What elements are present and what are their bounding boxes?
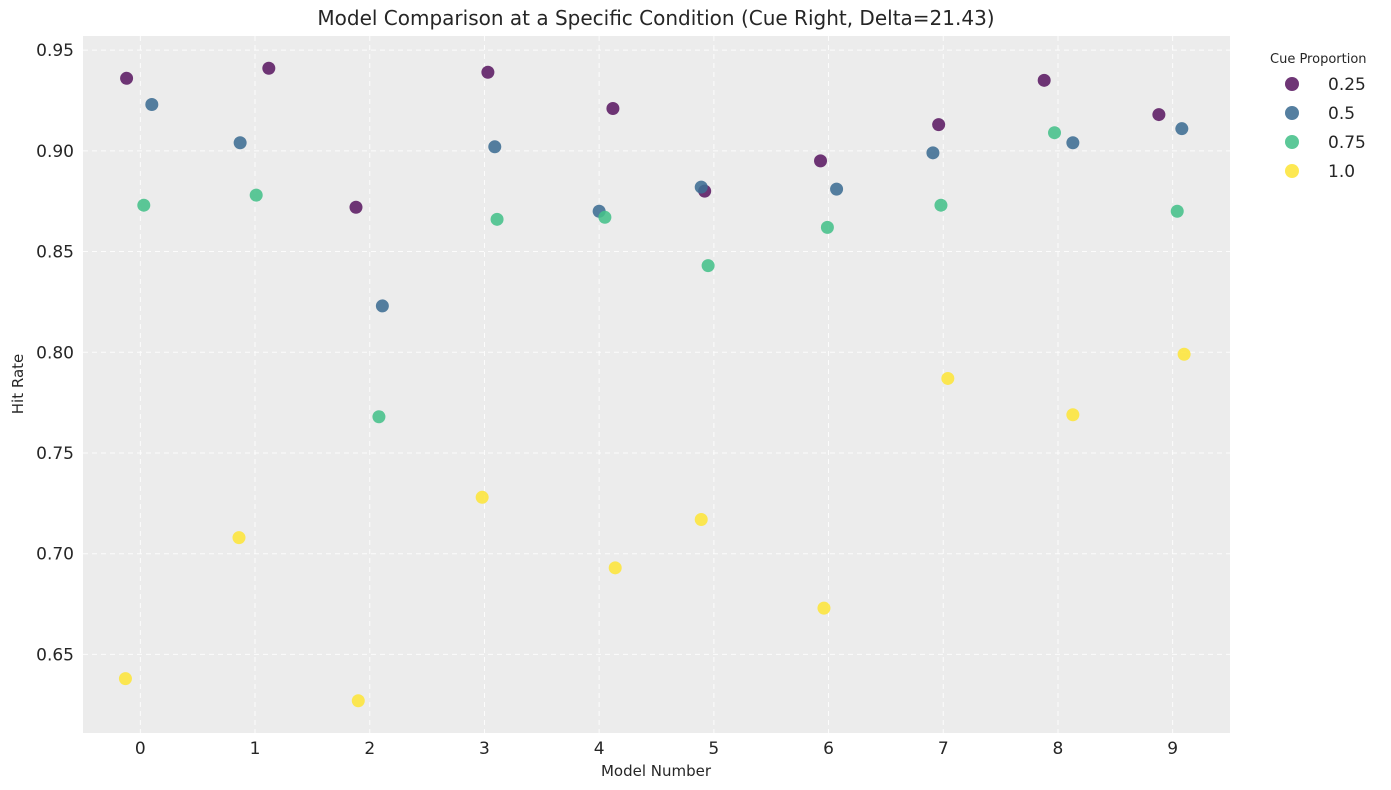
plot-area (83, 36, 1230, 733)
grid-lines (83, 36, 1230, 733)
data-point (932, 118, 946, 132)
x-tick-label: 7 (938, 739, 949, 759)
legend-marker (1285, 106, 1299, 120)
x-tick-label: 9 (1167, 739, 1178, 759)
data-point (941, 371, 955, 385)
data-point (608, 561, 622, 575)
data-point (375, 299, 389, 313)
data-point (351, 694, 365, 708)
x-tick-label: 1 (250, 739, 261, 759)
y-axis-label: Hit Rate (9, 354, 27, 415)
data-point (145, 97, 159, 111)
series-0.75 (137, 126, 1184, 424)
data-point (1170, 204, 1184, 218)
data-point (820, 220, 834, 234)
data-point (1177, 347, 1191, 361)
y-tick-label: 0.90 (36, 142, 74, 162)
data-point (694, 512, 708, 526)
legend-marker (1285, 135, 1299, 149)
data-point (490, 212, 504, 226)
legend-label: 0.75 (1328, 133, 1366, 153)
series-0.5 (145, 97, 1189, 313)
legend-label: 0.25 (1328, 75, 1366, 95)
x-tick-label: 2 (364, 739, 375, 759)
y-axis-ticks: 0.65 0.70 0.75 0.80 0.85 0.90 0.95 (36, 41, 74, 665)
data-point (701, 259, 715, 273)
chart-title: Model Comparison at a Specific Condition… (317, 6, 994, 30)
x-tick-label: 0 (135, 739, 146, 759)
y-tick-label: 0.95 (36, 41, 74, 61)
data-point (1037, 73, 1051, 87)
data-point (137, 198, 151, 212)
data-point (606, 102, 620, 116)
data-point (118, 672, 132, 686)
data-point (372, 410, 386, 424)
x-tick-label: 4 (594, 739, 605, 759)
data-point (249, 188, 263, 202)
x-tick-label: 6 (823, 739, 834, 759)
data-point (926, 146, 940, 160)
data-point (232, 531, 246, 545)
data-point (934, 198, 948, 212)
x-axis-ticks: 0 1 2 3 4 5 6 7 8 9 (135, 739, 1178, 759)
legend: Cue Proportion 0.25 0.5 0.75 1.0 (1270, 52, 1367, 182)
legend-marker (1285, 164, 1299, 178)
data-point (481, 65, 495, 79)
data-point (475, 490, 489, 504)
y-tick-label: 0.85 (36, 243, 74, 263)
data-point (349, 200, 363, 214)
legend-label: 0.5 (1328, 104, 1355, 124)
data-point (262, 61, 276, 75)
legend-label: 1.0 (1328, 162, 1355, 182)
data-point (817, 601, 831, 615)
data-point (120, 71, 134, 85)
data-point (1175, 122, 1189, 136)
y-tick-label: 0.70 (36, 545, 74, 565)
y-tick-label: 0.75 (36, 444, 74, 464)
y-tick-label: 0.65 (36, 645, 74, 665)
data-point (1066, 408, 1080, 422)
data-points (118, 61, 1191, 708)
x-axis-label: Model Number (601, 762, 712, 780)
y-tick-label: 0.80 (36, 343, 74, 363)
data-point (233, 136, 247, 150)
x-tick-label: 3 (479, 739, 490, 759)
x-tick-label: 8 (1053, 739, 1064, 759)
legend-marker (1285, 77, 1299, 91)
data-point (1048, 126, 1062, 140)
data-point (830, 182, 844, 196)
series-0.25 (120, 61, 1166, 214)
data-point (1066, 136, 1080, 150)
data-point (814, 154, 828, 168)
series-1.0 (118, 347, 1191, 708)
legend-title: Cue Proportion (1270, 52, 1367, 67)
data-point (598, 210, 612, 224)
data-point (488, 140, 502, 154)
x-tick-label: 5 (708, 739, 719, 759)
data-point (694, 180, 708, 194)
data-point (1152, 108, 1166, 122)
